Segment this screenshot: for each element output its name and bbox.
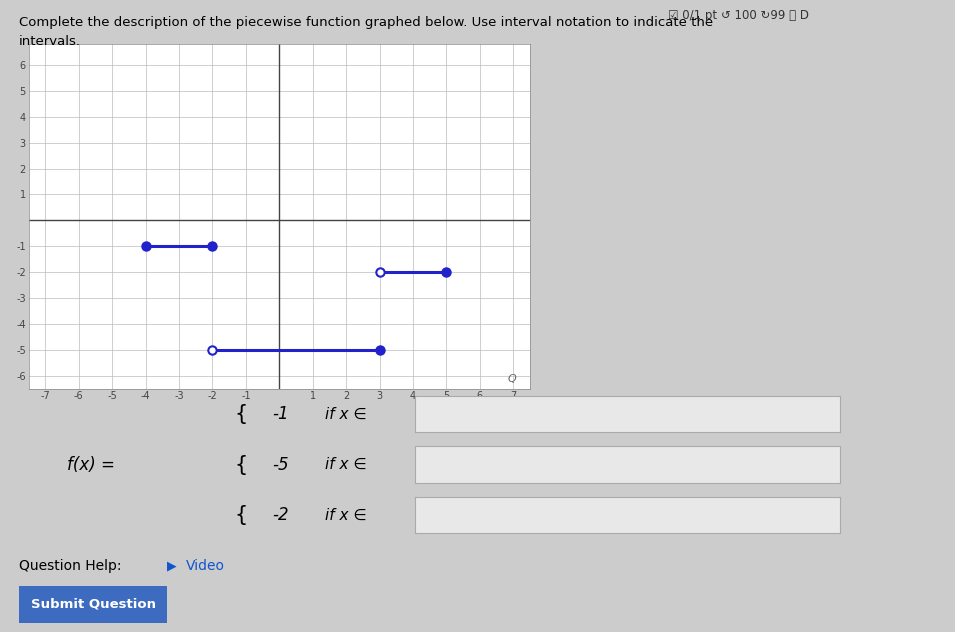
Text: {: { (234, 404, 247, 424)
Text: -2: -2 (272, 506, 288, 524)
Text: ☑ 0/1 pt ↺ 100 ↻99 ⓘ D: ☑ 0/1 pt ↺ 100 ↻99 ⓘ D (668, 9, 810, 23)
Text: {: { (234, 454, 247, 475)
Text: if x ∈: if x ∈ (325, 406, 367, 422)
Text: Complete the description of the piecewise function graphed below. Use interval n: Complete the description of the piecewis… (19, 16, 713, 29)
Text: if x ∈: if x ∈ (325, 507, 367, 523)
Text: Submit Question: Submit Question (31, 598, 156, 611)
Text: Q: Q (508, 374, 517, 384)
Text: Video: Video (186, 559, 225, 573)
Text: intervals.: intervals. (19, 35, 81, 48)
Text: ▶: ▶ (167, 559, 177, 573)
Text: Question Help:: Question Help: (19, 559, 121, 573)
Text: {: { (234, 505, 247, 525)
Text: -5: -5 (272, 456, 288, 473)
Text: if x ∈: if x ∈ (325, 457, 367, 472)
Text: f(x) =: f(x) = (67, 456, 115, 473)
Text: -1: -1 (272, 405, 288, 423)
